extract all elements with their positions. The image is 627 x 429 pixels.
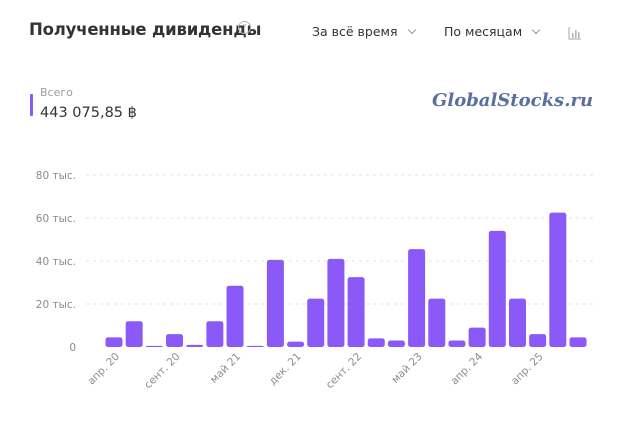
x-tick-label: сент. 20	[142, 351, 182, 391]
bar	[287, 341, 305, 347]
help-icon[interactable]: ?	[238, 21, 251, 34]
period-dropdown[interactable]: За всё время	[312, 24, 416, 42]
page-title: Полученные дивиденды	[29, 20, 262, 39]
watermark-logo: GlobalStocks.ru	[432, 90, 594, 111]
bar	[488, 230, 506, 347]
bar	[105, 337, 123, 347]
grouping-dropdown[interactable]: По месяцам	[444, 24, 541, 42]
bar	[186, 344, 204, 347]
bar	[206, 321, 224, 347]
bar	[347, 277, 365, 347]
period-dropdown-label: За всё время	[312, 24, 398, 39]
bar	[428, 298, 446, 347]
bar	[387, 340, 405, 347]
x-tick-label: дек. 21	[267, 351, 304, 388]
bar	[226, 285, 244, 347]
bar	[367, 338, 385, 347]
bar	[246, 345, 264, 347]
bar	[125, 321, 143, 347]
bar	[327, 258, 345, 347]
y-tick-label: 80 тыс.	[36, 170, 76, 182]
x-tick-label: апр. 24	[448, 350, 485, 387]
total-label: Всего	[40, 86, 73, 99]
bar	[307, 298, 325, 347]
x-tick-label: апр. 25	[509, 351, 546, 388]
y-tick-label: 0	[69, 342, 76, 354]
x-tick-label: сент. 22	[324, 351, 364, 391]
header: Полученные дивиденды ? За всё время По м…	[0, 0, 627, 60]
x-tick-label: май 21	[208, 351, 243, 386]
bar	[408, 249, 426, 347]
bar	[166, 334, 184, 347]
bar	[468, 327, 486, 347]
bar	[549, 212, 567, 347]
bar	[145, 345, 163, 347]
bar	[448, 340, 466, 347]
bar	[266, 259, 284, 347]
x-tick-label: апр. 20	[85, 351, 122, 388]
x-tick-label: май 23	[389, 351, 424, 386]
bar	[569, 337, 587, 347]
grouping-dropdown-label: По месяцам	[444, 24, 523, 39]
y-tick-label: 20 тыс.	[36, 299, 76, 311]
bar-chart-icon[interactable]	[568, 26, 582, 40]
bar	[508, 298, 526, 347]
total-value: 443 075,85 ฿	[40, 105, 137, 121]
total-accent-bar	[30, 94, 33, 116]
bar	[529, 334, 547, 347]
y-tick-label: 40 тыс.	[36, 256, 76, 268]
y-tick-label: 60 тыс.	[36, 213, 76, 225]
